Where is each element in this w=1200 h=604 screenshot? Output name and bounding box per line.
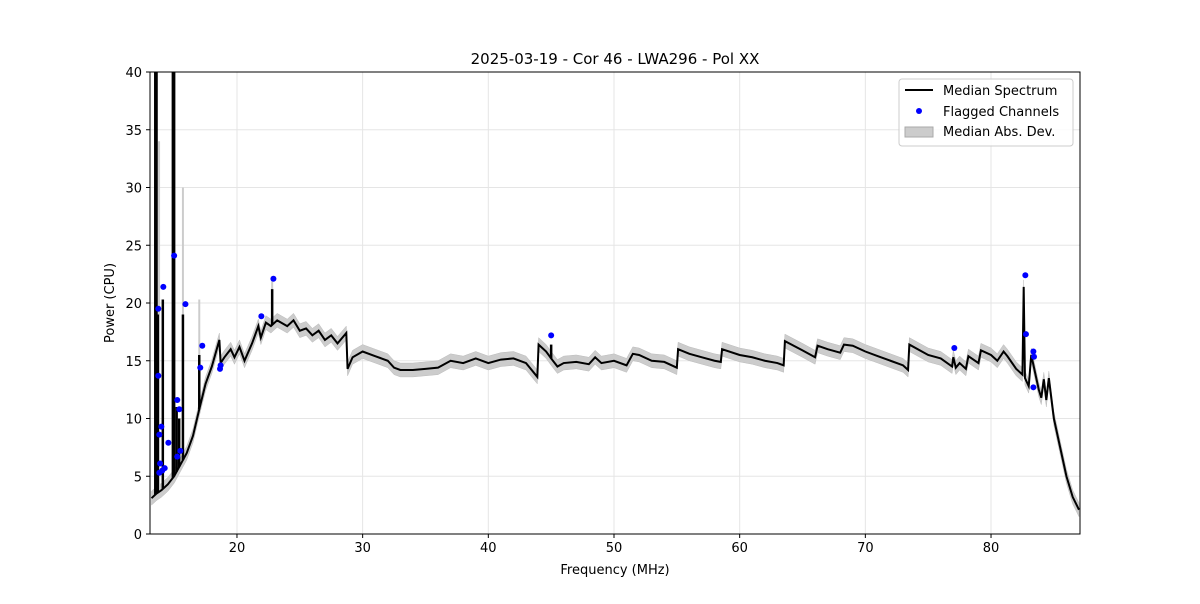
x-tick-label: 60 [731,541,748,556]
legend-median: Median Spectrum [943,84,1057,99]
median-spectrum-line [150,286,1080,511]
mad-band [151,279,1080,517]
y-tick-label: 40 [125,66,142,81]
chart-title: 2025-03-19 - Cor 46 - LWA296 - Pol XX [471,50,760,68]
y-tick-label: 0 [134,528,142,543]
flagged-channel-point [197,364,204,371]
flagged-channel-point [199,342,206,349]
legend: Median Spectrum Flagged Channels Median … [898,78,1074,147]
y-tick-label: 35 [125,124,142,139]
x-tick-label: 50 [606,541,623,556]
legend-mad-patch-icon [904,126,934,138]
x-tick-label: 80 [983,541,1000,556]
flagged-channel-point [176,406,183,413]
grid [150,71,1080,535]
flagged-channel-point [177,447,184,454]
x-tick-label: 70 [857,541,874,556]
legend-box [898,78,1074,147]
flagged-channel-point [951,345,958,352]
y-tick-label: 15 [125,355,142,370]
legend-mad: Median Abs. Dev. [943,125,1055,140]
flagged-channel-point [156,431,163,438]
flagged-channel-point [1022,272,1029,279]
flagged-channel-point [270,275,277,282]
legend-flagged: Flagged Channels [943,105,1059,120]
flagged-channel-point [182,301,189,308]
plot-area [150,72,1080,517]
flagged-channel-point [548,332,555,339]
y-axis-label: Power (CPU) [103,263,118,343]
x-axis-label: Frequency (MHz) [560,563,669,578]
y-tick-label: 30 [125,182,142,197]
flagged-channel-point [1031,353,1038,360]
y-tick-label: 25 [125,239,142,254]
flagged-channel-point [1022,331,1029,338]
flagged-channel-point [160,283,167,290]
flagged-channel-point [165,439,172,446]
x-tick-label: 40 [480,541,497,556]
flagged-channel-point [155,305,162,312]
flagged-channel-point [171,252,178,259]
flagged-channel-point [161,465,168,472]
x-tick-label: 20 [229,541,246,556]
flagged-channel-point [155,372,162,379]
x-tick-label: 30 [354,541,371,556]
flagged-channel-point [1030,384,1037,391]
y-tick-label: 10 [125,413,142,428]
flagged-channel-point [258,313,265,320]
legend-flagged-dot-icon [916,108,922,114]
flagged-channel-point [217,365,224,372]
flagged-channel-point [174,453,181,460]
flagged-channel-point [174,397,181,404]
y-tick-label: 5 [134,470,142,485]
flagged-channel-point [1030,348,1037,355]
y-tick-label: 20 [125,297,142,312]
flagged-channel-point [157,460,164,467]
ticks: 20 30 40 50 60 70 80 0 5 10 15 20 25 30 35 40 [125,66,999,556]
flagged-channel-point [158,423,165,430]
